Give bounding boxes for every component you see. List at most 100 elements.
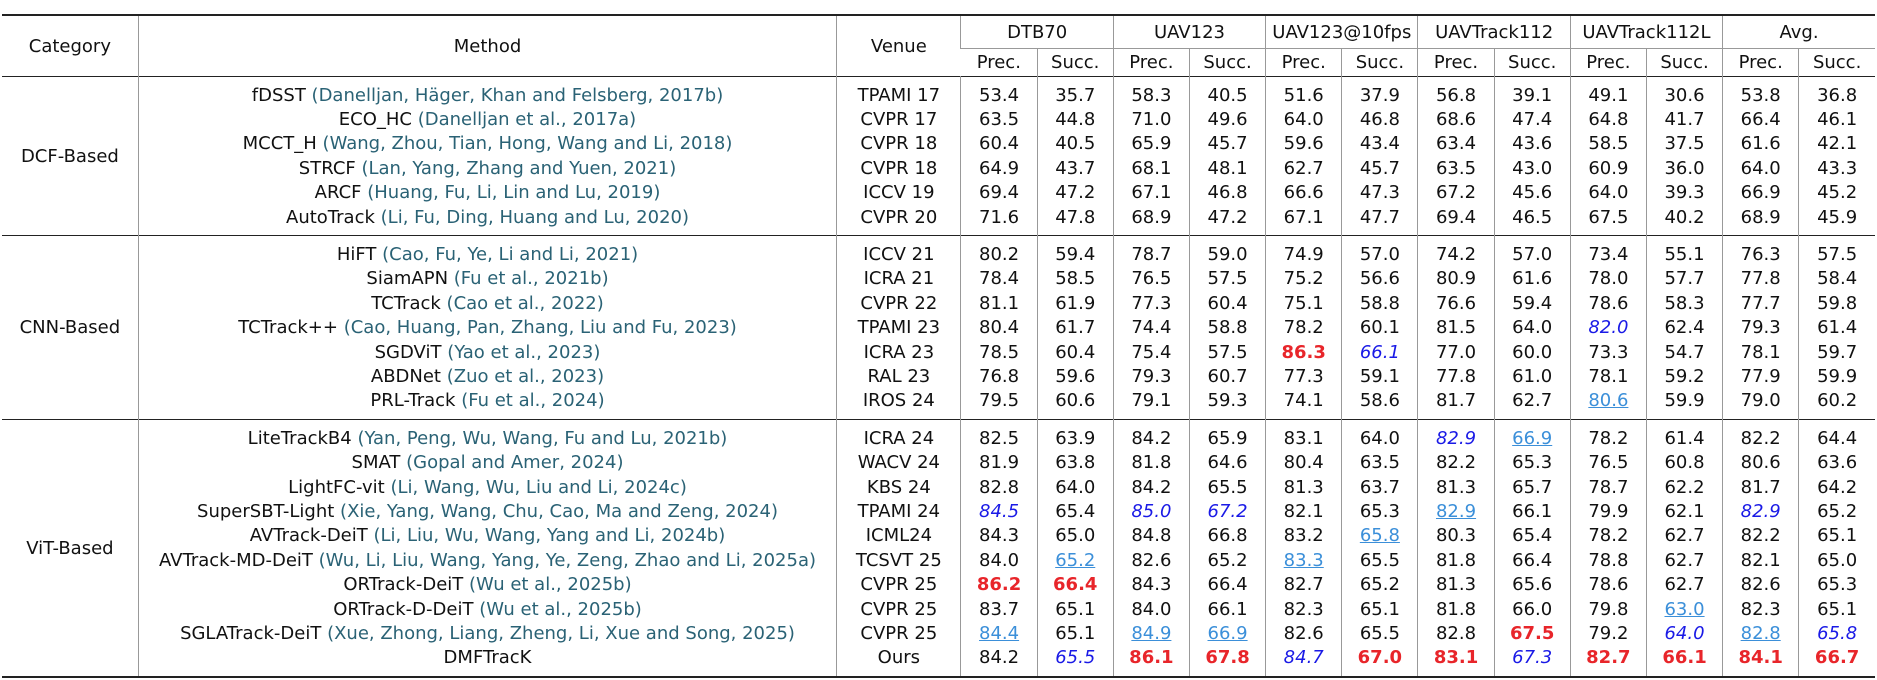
dataset-header: UAV123 — [1112, 14, 1266, 49]
venue-cell: CVPR 18 — [836, 156, 961, 181]
spacer-cell — [1341, 419, 1418, 427]
citation: (Fu et al., 2021b) — [453, 268, 609, 290]
value-cell: 59.6 — [1036, 364, 1114, 389]
spacer-cell — [1265, 229, 1342, 236]
value-cell: 43.7 — [1036, 156, 1114, 181]
spacer-cell — [1645, 235, 1723, 243]
spacer-cell — [1036, 76, 1114, 83]
value-cell: 44.8 — [1036, 107, 1114, 132]
value-cell: 84.0 — [1112, 596, 1190, 622]
spacer-cell — [1722, 419, 1799, 427]
spacer-cell — [1493, 229, 1571, 236]
value-cell: 67.5 — [1493, 621, 1571, 646]
row: MCCT_H (Wang, Zhou, Tian, Hong, Wang and… — [2, 131, 1875, 157]
spacer-cell — [960, 235, 1038, 243]
value-cell: 64.0 — [1341, 426, 1418, 451]
value-cell: 82.0 — [1569, 315, 1647, 340]
venue-cell: CVPR 22 — [836, 291, 961, 316]
method-name: ORTrack-D-DeiT — [333, 598, 474, 620]
method-name: TCTrack++ — [238, 317, 338, 339]
metric-header: Prec. — [1569, 48, 1647, 77]
value-cell: 64.2 — [1798, 474, 1875, 500]
metric-header: Prec. — [1265, 48, 1342, 77]
value-cell: 67.3 — [1493, 645, 1571, 670]
category-cell: CNN-Based — [19, 317, 121, 339]
spacer-cell — [960, 76, 1038, 83]
value-cell: 82.1 — [1722, 548, 1799, 573]
value-cell: 47.3 — [1341, 180, 1418, 205]
value-cell: 74.2 — [1417, 242, 1495, 267]
column-header: Method — [137, 14, 837, 77]
value-cell: 71.0 — [1112, 107, 1190, 132]
value-cell: 74.1 — [1265, 388, 1342, 414]
value-cell: 75.2 — [1265, 266, 1342, 292]
venue-cell: ICRA 24 — [836, 426, 961, 451]
value-cell: 80.6 — [1569, 388, 1647, 414]
metric-header: Prec. — [1417, 48, 1495, 77]
value-cell: 77.0 — [1417, 339, 1495, 365]
spacer-cell — [1188, 669, 1266, 677]
row: fDSST (Danelljan, Häger, Khan and Felsbe… — [2, 83, 1875, 108]
value-cell: 43.0 — [1493, 156, 1571, 181]
spacer-cell — [1112, 413, 1190, 420]
value-cell: 76.5 — [1112, 266, 1190, 292]
value-cell: 75.1 — [1265, 291, 1342, 316]
method-cell: SiamAPN (Fu et al., 2021b) — [137, 266, 837, 292]
row: LightFC-vit (Li, Wang, Wu, Liu and Li, 2… — [2, 474, 1875, 500]
value-cell: 59.9 — [1798, 364, 1875, 389]
spacer-cell — [1569, 419, 1647, 427]
method-name: SuperSBT-Light — [197, 500, 335, 522]
dataset-header: UAV123@10fps — [1265, 14, 1418, 49]
venue-cell: TPAMI 24 — [836, 499, 961, 524]
citation: (Xie, Yang, Wang, Chu, Cao, Ma and Zeng,… — [340, 500, 778, 522]
value-cell: 78.7 — [1112, 242, 1190, 267]
value-cell: 66.6 — [1265, 180, 1342, 205]
value-cell: 67.1 — [1265, 204, 1342, 230]
value-cell: 66.9 — [1188, 621, 1266, 646]
value-cell: 66.0 — [1493, 596, 1571, 622]
value-cell: 61.6 — [1493, 266, 1571, 292]
citation: (Cao, Fu, Ye, Li and Li, 2021) — [382, 244, 639, 266]
venue-cell: CVPR 20 — [836, 204, 961, 230]
spacer-cell — [836, 229, 961, 236]
value-cell: 62.7 — [1645, 548, 1723, 573]
value-cell: 57.5 — [1188, 339, 1266, 365]
value-cell: 82.6 — [1722, 572, 1799, 597]
method-name: LiteTrackB4 — [247, 427, 352, 449]
value-cell: 65.4 — [1493, 523, 1571, 549]
value-cell: 63.6 — [1798, 450, 1875, 475]
row: ECO_HC (Danelljan et al., 2017a) CVPR 17 6… — [2, 107, 1875, 132]
value-cell: 65.1 — [1036, 596, 1114, 622]
row: ABDNet (Zuo et al., 2023) RAL 23 76.8 59.6 7… — [2, 364, 1875, 389]
dataset-header: Avg. — [1722, 14, 1875, 49]
value-cell: 66.1 — [1645, 645, 1723, 670]
method-cell: ARCF (Huang, Fu, Li, Lin and Lu, 2019) — [137, 180, 837, 205]
value-cell: 84.3 — [960, 523, 1038, 549]
citation: (Li, Wang, Wu, Liu and Li, 2024c) — [390, 476, 687, 498]
value-cell: 81.7 — [1722, 474, 1799, 500]
value-cell: 40.5 — [1188, 83, 1266, 108]
method-cell: HiFT (Cao, Fu, Ye, Li and Li, 2021) — [137, 242, 837, 267]
spacer-cell — [1188, 229, 1266, 236]
spacer-cell — [1798, 419, 1875, 427]
spacer-cell — [1341, 413, 1418, 420]
value-cell: 67.8 — [1188, 645, 1266, 670]
value-cell: 80.3 — [1417, 523, 1495, 549]
value-cell: 39.1 — [1493, 83, 1571, 108]
value-cell: 60.1 — [1341, 315, 1418, 340]
spacer-cell — [1341, 229, 1418, 236]
spacer — [2, 229, 1875, 236]
value-cell: 62.7 — [1265, 156, 1342, 181]
value-cell: 65.1 — [1036, 621, 1114, 646]
value-cell: 47.2 — [1188, 204, 1266, 230]
method-name: SiamAPN — [366, 268, 449, 290]
metric-header: Succ. — [1493, 48, 1571, 77]
value-cell: 54.7 — [1645, 339, 1723, 365]
value-cell: 77.8 — [1722, 266, 1799, 292]
value-cell: 46.5 — [1493, 204, 1571, 230]
spacer — [2, 413, 1875, 420]
value-cell: 78.7 — [1569, 474, 1647, 500]
method-name: AutoTrack — [286, 206, 375, 228]
value-cell: 77.8 — [1417, 364, 1495, 389]
value-cell: 61.7 — [1036, 315, 1114, 340]
